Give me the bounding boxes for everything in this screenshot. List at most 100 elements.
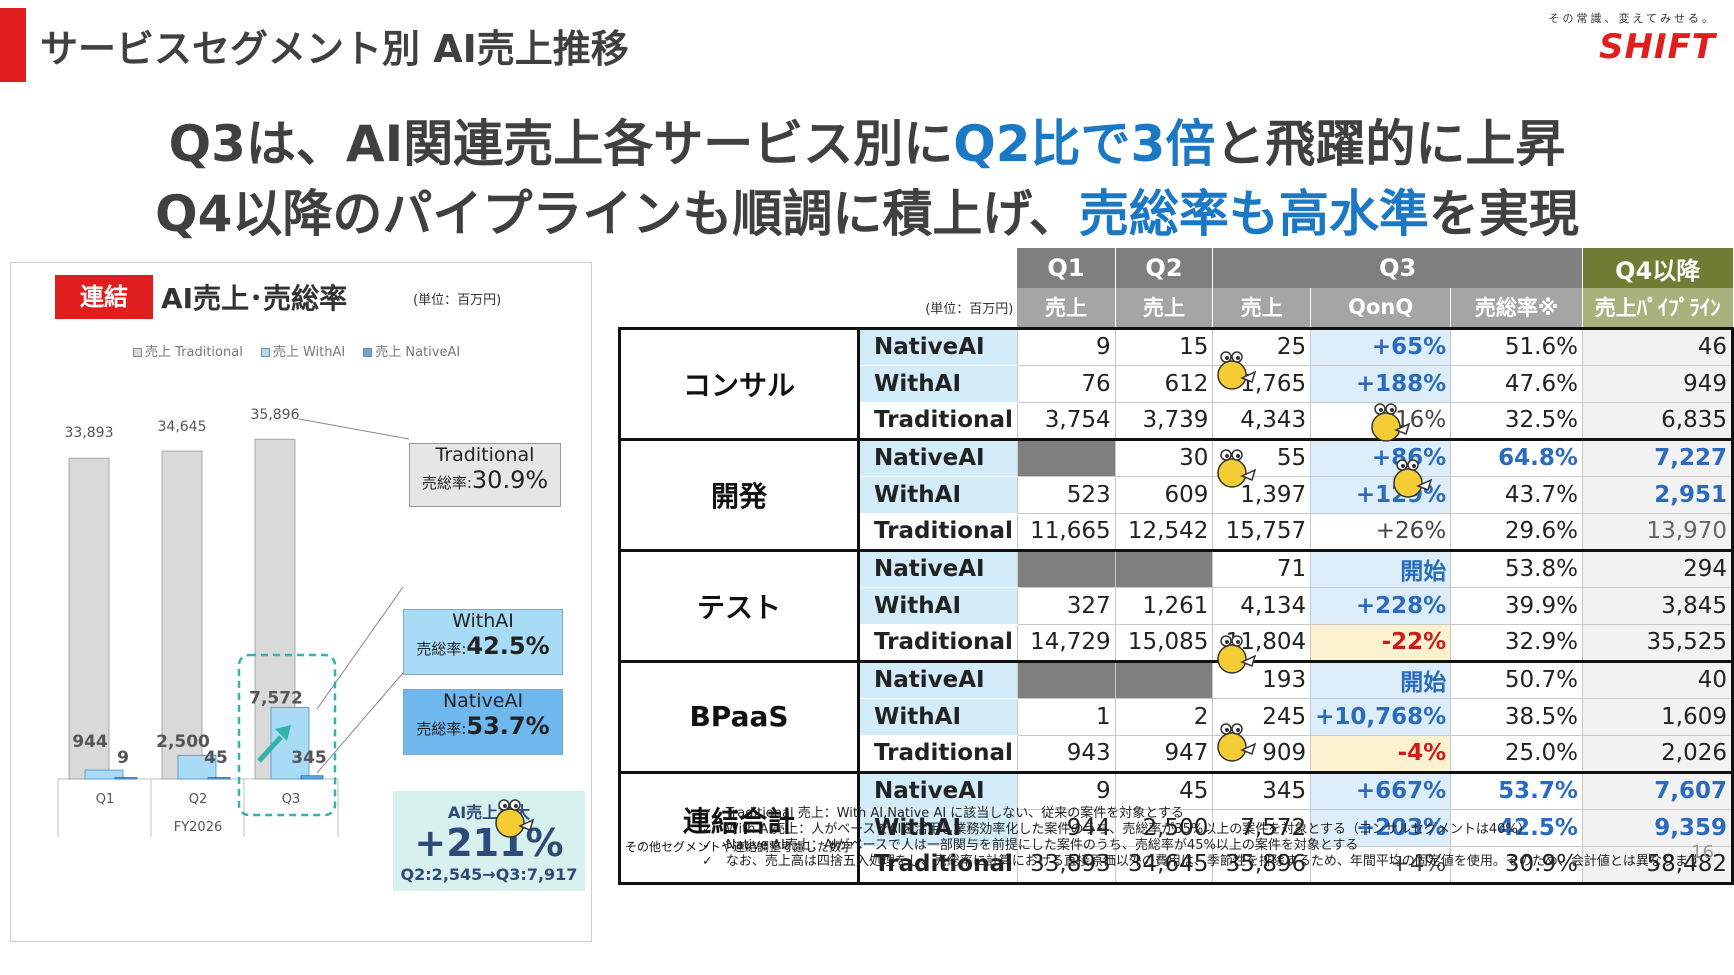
sales-q1 — [1016, 437, 1116, 477]
legend-traditional: 売上 Traditional — [133, 341, 243, 360]
qoq-value: +188% — [1310, 364, 1452, 403]
sales-q1: 327 — [1016, 586, 1116, 625]
pipeline-value: 7,227 — [1581, 437, 1734, 477]
table-row: テスト NativeAI 71 開始 53.8% 294 — [617, 548, 1734, 663]
qoq-value: +10,768% — [1310, 697, 1452, 736]
ai-sales-chart-panel: 連結 AI売上･売総率 (単位：百万円) 売上 Traditional 売上 W… — [10, 262, 592, 942]
pointing-hand-mascot-icon — [1212, 446, 1258, 492]
gross-margin-rate: 29.6% — [1450, 512, 1583, 551]
table-row: コンサル NativeAI 9 15 25 +65% 51.6% 46 — [617, 326, 1734, 441]
header-q2-sales: 売上 — [1115, 288, 1214, 328]
growth-arrow-shaft — [257, 735, 283, 763]
pipeline-value: 6,835 — [1581, 401, 1734, 440]
sales-q1: 9 — [1016, 770, 1116, 810]
qoq-value: +667% — [1310, 770, 1452, 810]
pipeline-value: 3,845 — [1581, 586, 1734, 625]
sales-q1 — [1016, 659, 1116, 699]
logo-tagline: その常識、変えてみせる。 — [1548, 12, 1716, 25]
sales-q1 — [1016, 548, 1116, 588]
sales-q2: 12,542 — [1114, 512, 1214, 551]
bar-withai-q2 — [177, 754, 217, 780]
withai-callout: WithAI 売総率:42.5% — [403, 609, 563, 675]
sales-q1: 11,665 — [1016, 512, 1116, 551]
segment-name: テスト — [617, 548, 861, 663]
gross-margin-rate: 42.5% — [1450, 808, 1583, 847]
sales-q3: 909 — [1212, 734, 1312, 773]
company-logo: その常識、変えてみせる。 SHIFT — [1549, 10, 1716, 64]
pipeline-value: 35,525 — [1581, 623, 1734, 662]
segment-name: BPaaS — [617, 659, 861, 774]
title-accent-bar — [0, 8, 26, 82]
headline-1-a: Q3は、AI関連売上各サービス別に — [168, 115, 954, 173]
ai-type-label: NativeAI — [858, 326, 1018, 366]
gross-margin-rate: 53.7% — [1450, 770, 1583, 810]
qoq-value: 開始 — [1310, 659, 1452, 699]
footnotes: ✓ Traditional 売上：With AI,Native AI に該当しな… — [702, 806, 1701, 870]
sales-q3: 4,343 — [1212, 401, 1312, 440]
headline-line-2: Q4以降のパイプラインも順調に積上げ、売総率も高水準を実現 — [0, 174, 1734, 246]
header-q1: Q1 — [1017, 248, 1116, 288]
bar-withai-q1 — [84, 769, 124, 780]
table-unit: (単位：百万円) — [925, 301, 1014, 317]
page-title: サービスセグメント別 AI売上推移 — [40, 27, 629, 71]
sales-q3: 1,397 — [1212, 475, 1312, 514]
ai-growth-box: AI売上拡大 +211% Q2:2,545→Q3:7,917 — [393, 791, 585, 891]
label-withai-q3: 7,572 — [249, 688, 303, 708]
pointing-hand-mascot-icon — [1366, 400, 1412, 446]
bar-nativeai-q2 — [207, 777, 231, 780]
qoq-value: 開始 — [1310, 548, 1452, 588]
qoq-value: +86% — [1310, 437, 1452, 477]
gross-margin-rate: 51.6% — [1450, 326, 1583, 366]
sales-q2: 2,500 — [1114, 808, 1214, 847]
pipeline-value: 9,359 — [1581, 808, 1734, 847]
gross-margin-rate: 38.5% — [1450, 697, 1583, 736]
sales-q1: 9 — [1016, 326, 1116, 366]
sales-q2 — [1114, 659, 1214, 699]
gross-margin-rate: 25.0% — [1450, 734, 1583, 773]
sales-q1: 3,754 — [1016, 401, 1116, 440]
category-label-q2: Q2 — [189, 792, 208, 807]
table-row: Traditional 943 947 909 -4% 25.0% 2,026 — [620, 734, 1734, 773]
sales-q3: 345 — [1212, 770, 1312, 810]
sales-q1: 33,893 — [1016, 845, 1116, 885]
table-row: 連結合計 その他セグメントや連結調整考慮した数字 NativeAI 9 45 345 +66… — [617, 770, 1734, 885]
ai-type-label: WithAI — [858, 587, 1018, 625]
sales-q1: 14,729 — [1016, 623, 1116, 662]
ai-type-label: Traditional — [858, 846, 1018, 885]
ai-type-label: NativeAI — [858, 548, 1018, 588]
bar-traditional-q1 — [68, 457, 110, 780]
ai-type-label: Traditional — [858, 402, 1018, 440]
note-4: ✓ なお、売上高は四捨五入処理をし、売総率に計算における直接原価以外の費用は、季… — [702, 854, 1701, 869]
sales-q3: 35,896 — [1212, 845, 1312, 885]
bar-traditional-q2 — [161, 450, 203, 780]
page-number: 16 — [1691, 842, 1714, 863]
qoq-value: +26% — [1310, 512, 1452, 551]
nativeai-callout: NativeAI 売総率:53.7% — [403, 689, 563, 755]
headline-2-b: を実現 — [1428, 185, 1579, 243]
table-row: WithAI 944 2,500 7,572 +203% 42.5% 9,359 — [620, 808, 1734, 847]
label-traditional-q1: 33,893 — [65, 425, 114, 441]
ai-type-label: WithAI — [858, 365, 1018, 403]
pipeline-value: 1,609 — [1581, 697, 1734, 736]
qoq-value: +228% — [1310, 586, 1452, 625]
pipeline-value: 13,970 — [1581, 512, 1734, 551]
table-row: 開発 NativeAI 30 55 +86% 64.8% 7,227 — [617, 437, 1734, 552]
table-row: WithAI 327 1,261 4,134 +228% 39.9% 3,845 — [620, 586, 1734, 625]
gross-margin-rate: 64.8% — [1450, 437, 1583, 477]
header-q1-sales: 売上 — [1017, 288, 1116, 328]
header-q3: Q3 — [1212, 248, 1583, 288]
sales-q2: 15,085 — [1114, 623, 1214, 662]
chart-legend: 売上 Traditional 売上 WithAI 売上 NativeAI — [133, 341, 460, 360]
qoq-value: +129% — [1310, 475, 1452, 514]
label-traditional-q3: 35,896 — [251, 407, 300, 423]
pipeline-value: 46 — [1581, 326, 1734, 366]
legend-nativeai: 売上 NativeAI — [363, 341, 460, 360]
table-row: Traditional 11,665 12,542 15,757 +26% 29.6% 13… — [620, 512, 1734, 551]
traditional-callout: Traditional 売総率:30.9% — [409, 443, 561, 507]
pipeline-value: 58,482 — [1581, 845, 1734, 885]
qoq-value: +4% — [1310, 845, 1452, 885]
gross-margin-rate: 32.5% — [1450, 401, 1583, 440]
ai-type-label: Traditional — [858, 735, 1018, 773]
headline-line-1: Q3は、AI関連売上各サービス別にQ2比で3倍と飛躍的に上昇 — [0, 104, 1734, 176]
